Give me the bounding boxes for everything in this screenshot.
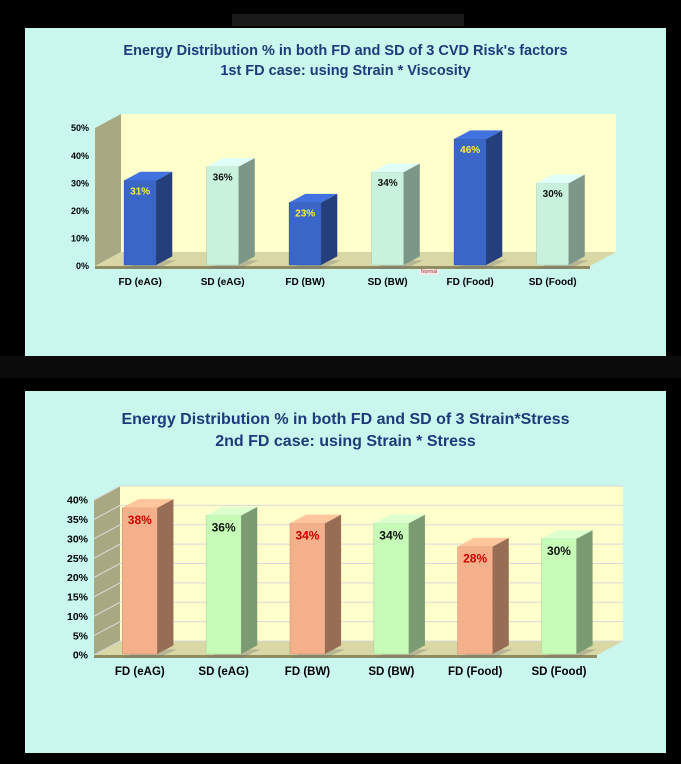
bar: [457, 546, 493, 655]
data-label: 46%: [460, 145, 480, 156]
bar-side: [321, 193, 338, 265]
y-tick-label: 30%: [71, 178, 89, 188]
gridline: [93, 621, 623, 637]
y-tick-label: 10%: [67, 611, 89, 623]
chart-panel-1: Energy Distribution % in both FD and SD …: [25, 28, 666, 356]
gridline: [93, 582, 623, 598]
bar-top: [454, 130, 503, 140]
gridline: [93, 504, 623, 520]
data-label: 30%: [547, 544, 571, 558]
data-label: 23%: [295, 209, 315, 220]
chart-2-title: Energy Distribution % in both FD and SD …: [25, 409, 666, 452]
bar-top: [457, 537, 509, 547]
bar-side: [492, 537, 509, 654]
gridline: [93, 563, 623, 578]
bar-side: [486, 130, 503, 265]
bar-side: [157, 499, 174, 654]
bar-top: [206, 157, 255, 167]
bar: [453, 138, 487, 266]
x-tick-label: SD (Food): [529, 277, 577, 288]
chart-1-title-line-1: Energy Distribution % in both FD and SD …: [123, 43, 568, 59]
y-tick-label: 0%: [76, 261, 89, 271]
chart-2-plot: 0% 5% 10% 15% 20% 25% 30% 35% 40% 38% FD (eAG) 36% S…: [67, 485, 623, 678]
x-tick-label: FD (BW): [285, 666, 331, 678]
y-tick-label: 15%: [67, 592, 89, 604]
gridline: [93, 524, 623, 540]
bar: [205, 515, 242, 655]
background-window-strip: [232, 14, 464, 26]
data-label: 31%: [130, 186, 150, 197]
data-label: 30%: [543, 189, 563, 200]
bar-side: [568, 174, 585, 265]
x-tick-label: SD (BW): [368, 666, 414, 678]
bar-top: [289, 514, 342, 524]
x-tick-label: SD (eAG): [198, 666, 249, 678]
data-label: 38%: [128, 513, 152, 527]
y-tick-label: 10%: [71, 234, 89, 244]
bar-side: [324, 514, 342, 654]
data-label: 36%: [213, 173, 233, 184]
data-label: 34%: [378, 178, 398, 189]
x-tick-label: FD (Food): [448, 666, 502, 678]
bar-side: [156, 171, 173, 265]
bar-top: [536, 174, 585, 184]
chart-1-title: Energy Distribution % in both FD and SD …: [25, 42, 666, 81]
chart-2-title-line-2: 2nd FD case: using Strain * Stress: [215, 432, 476, 450]
bar: [541, 538, 577, 655]
bar-top: [289, 193, 338, 203]
bar-top: [371, 163, 420, 173]
y-tick-label: 50%: [71, 123, 89, 133]
bar: [122, 507, 158, 655]
y-tick-label: 35%: [67, 514, 89, 526]
bar-side: [576, 530, 593, 654]
bar: [373, 522, 410, 655]
bar-top: [541, 530, 593, 539]
chart-1-plot: 0% 10% 20% 30% 40% 50% 31% FD (eAG) 36% SD (eAG) 2…: [71, 114, 616, 288]
data-label: 36%: [212, 521, 236, 535]
y-tick-label: 0%: [73, 650, 89, 662]
y-tick-label: 20%: [71, 206, 89, 216]
y-tick-label: 20%: [67, 572, 89, 584]
background-window-strip-bottom: [0, 356, 681, 378]
chart-2-title-line-1: Energy Distribution % in both FD and SD …: [121, 411, 570, 428]
bar-top: [124, 171, 173, 181]
gridline: [93, 543, 623, 559]
y-tick-label: 40%: [67, 495, 89, 507]
bar-side: [241, 506, 258, 654]
plot-floor-edge: [94, 655, 597, 658]
chart-panel-2: Energy Distribution % in both FD and SD …: [25, 391, 666, 753]
bar-side: [238, 157, 255, 265]
y-tick-label: 40%: [71, 151, 89, 161]
bar-side: [403, 163, 420, 265]
y-tick-label: 25%: [67, 553, 89, 565]
plot-floor-edge: [95, 266, 590, 269]
data-label: 28%: [463, 552, 487, 566]
chart-1-title-line-2: 1st FD case: using Strain * Viscosity: [220, 62, 471, 79]
x-tick-label: SD (Food): [532, 666, 587, 678]
bar-top: [206, 506, 258, 516]
bar-top: [373, 514, 425, 524]
y-tick-label: 5%: [73, 630, 89, 642]
x-tick-label: FD (eAG): [118, 277, 161, 288]
gridline: [93, 640, 623, 656]
data-label: 34%: [379, 528, 403, 542]
bar: [289, 522, 326, 655]
y-tick-label: 30%: [67, 533, 89, 545]
bar-top: [122, 499, 174, 508]
gridline: [93, 485, 623, 501]
normal-style-tooltip: Normal: [419, 269, 440, 275]
gridline: [93, 601, 623, 617]
bar-side: [408, 514, 425, 654]
x-tick-label: FD (BW): [285, 277, 324, 288]
x-tick-label: SD (eAG): [201, 277, 245, 288]
x-tick-label: FD (Food): [447, 277, 494, 288]
x-tick-label: SD (BW): [368, 277, 408, 288]
bar: [288, 202, 322, 266]
x-tick-label: FD (eAG): [115, 666, 165, 678]
plot-side-wall: [95, 114, 121, 266]
data-label: 34%: [295, 528, 319, 542]
